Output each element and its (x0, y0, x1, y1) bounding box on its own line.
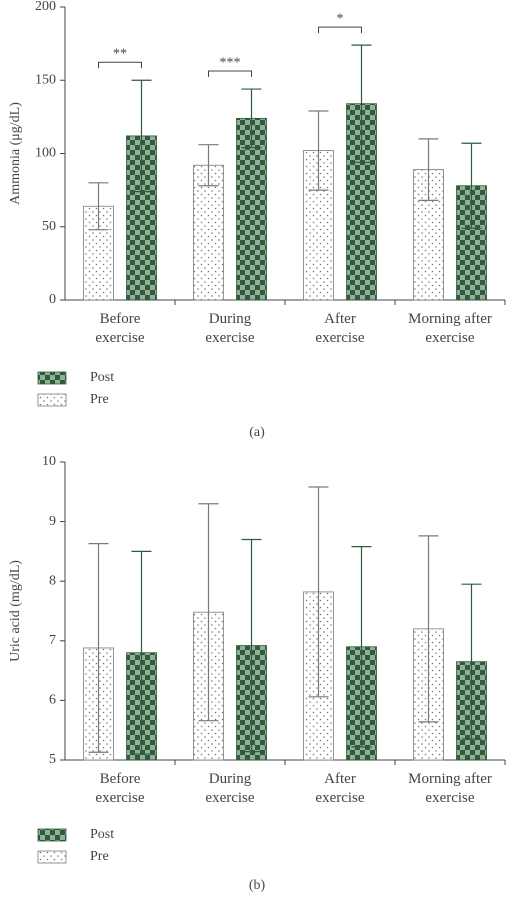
y-axis-label: Ammonia (μg/dL) (8, 102, 23, 205)
error-bar (131, 550, 152, 755)
y-tick-label: 50 (42, 219, 56, 234)
error-bar (198, 503, 219, 722)
legend-label: Pre (90, 392, 109, 407)
x-tick-label: After exercise (315, 771, 365, 806)
y-tick-label: 7 (49, 633, 56, 648)
legend-swatch (37, 371, 67, 385)
legend-label: Post (90, 827, 114, 842)
bar (193, 164, 224, 301)
y-tick-label: 9 (49, 514, 56, 529)
legend-label: Post (90, 370, 114, 385)
error-bar (461, 583, 482, 740)
legend-label: Pre (90, 849, 109, 864)
x-tick-label: Morning after exercise (408, 771, 492, 806)
error-bar (418, 138, 439, 201)
significance-label: * (337, 11, 344, 26)
y-tick-label: 8 (49, 573, 56, 588)
x-tick-label: Before exercise (95, 311, 145, 346)
x-tick-label: After exercise (315, 311, 365, 346)
x-tick-label: During exercise (205, 311, 255, 346)
y-tick-label: 100 (35, 146, 56, 161)
error-bar (308, 486, 329, 698)
error-bar (351, 546, 372, 748)
significance-bracket (98, 61, 142, 69)
x-tick-label: During exercise (205, 771, 255, 806)
error-bar (88, 543, 109, 753)
y-tick-label: 200 (35, 0, 56, 14)
y-tick-label: 150 (35, 72, 56, 87)
significance-bracket (318, 26, 362, 34)
y-axis-label: Uric acid (mg/dL) (8, 560, 23, 662)
significance-label: ** (113, 46, 127, 61)
legend-swatch (37, 828, 67, 842)
error-bar (308, 110, 329, 191)
bar (236, 117, 267, 301)
error-bar (418, 535, 439, 723)
y-tick-label: 6 (49, 693, 56, 708)
y-tick-label: 0 (49, 292, 56, 307)
x-tick-label: Before exercise (95, 771, 145, 806)
y-tick-label: 10 (42, 454, 56, 469)
error-bar (241, 538, 262, 753)
error-bar (131, 79, 152, 193)
x-tick-label: Morning after exercise (408, 311, 492, 346)
y-tick-label: 5 (49, 752, 56, 767)
error-bar (461, 142, 482, 229)
error-bar (351, 44, 372, 163)
caption: (b) (249, 878, 266, 893)
legend-swatch (37, 850, 67, 864)
caption: (a) (249, 425, 265, 440)
legend-swatch (37, 393, 67, 407)
error-bar (241, 88, 262, 149)
significance-label: *** (220, 55, 241, 70)
significance-bracket (208, 70, 252, 78)
error-bar (198, 144, 219, 187)
error-bar (88, 182, 109, 231)
